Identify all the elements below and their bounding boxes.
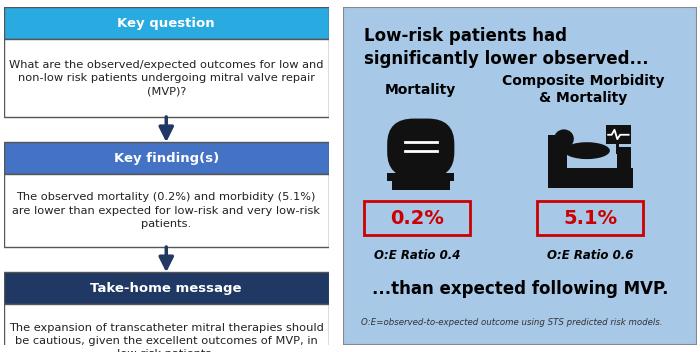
Text: Mortality: Mortality	[385, 83, 456, 97]
FancyBboxPatch shape	[4, 174, 329, 247]
Text: 0.2%: 0.2%	[391, 209, 444, 228]
Bar	[616, 143, 620, 154]
Bar	[387, 172, 454, 181]
FancyBboxPatch shape	[364, 201, 470, 235]
FancyBboxPatch shape	[387, 119, 454, 178]
Text: O:E=observed-to-expected outcome using STS predicted risk models.: O:E=observed-to-expected outcome using S…	[360, 319, 662, 327]
Text: O:E Ratio 0.6: O:E Ratio 0.6	[547, 249, 634, 262]
Ellipse shape	[564, 142, 610, 159]
Bar	[392, 180, 450, 189]
Text: The observed mortality (0.2%) and morbidity (5.1%)
are lower than expected for l: The observed mortality (0.2%) and morbid…	[13, 193, 321, 229]
Circle shape	[554, 130, 574, 148]
FancyBboxPatch shape	[4, 142, 329, 174]
Text: The expansion of transcatheter mitral therapies should
be cautious, given the ex: The expansion of transcatheter mitral th…	[9, 322, 323, 352]
Bar	[548, 136, 568, 169]
Text: significantly lower observed...: significantly lower observed...	[364, 50, 649, 68]
FancyBboxPatch shape	[343, 7, 696, 345]
Bar	[606, 125, 631, 144]
Text: What are the observed/expected outcomes for low and
non-low risk patients underg: What are the observed/expected outcomes …	[9, 60, 323, 96]
Text: 5.1%: 5.1%	[564, 209, 617, 228]
Bar	[548, 168, 633, 188]
Text: ...than expected following MVP.: ...than expected following MVP.	[372, 280, 668, 298]
Text: Take-home message: Take-home message	[90, 282, 242, 295]
Text: Key question: Key question	[118, 17, 215, 30]
Bar	[617, 147, 631, 169]
Text: Key finding(s): Key finding(s)	[113, 152, 219, 165]
FancyBboxPatch shape	[4, 272, 329, 304]
FancyBboxPatch shape	[4, 39, 329, 117]
Text: Low-risk patients had: Low-risk patients had	[364, 27, 567, 45]
Text: O:E Ratio 0.4: O:E Ratio 0.4	[374, 249, 461, 262]
FancyBboxPatch shape	[538, 201, 643, 235]
FancyBboxPatch shape	[4, 7, 329, 39]
FancyBboxPatch shape	[4, 304, 329, 352]
Text: Composite Morbidity
& Mortality: Composite Morbidity & Mortality	[502, 74, 664, 106]
